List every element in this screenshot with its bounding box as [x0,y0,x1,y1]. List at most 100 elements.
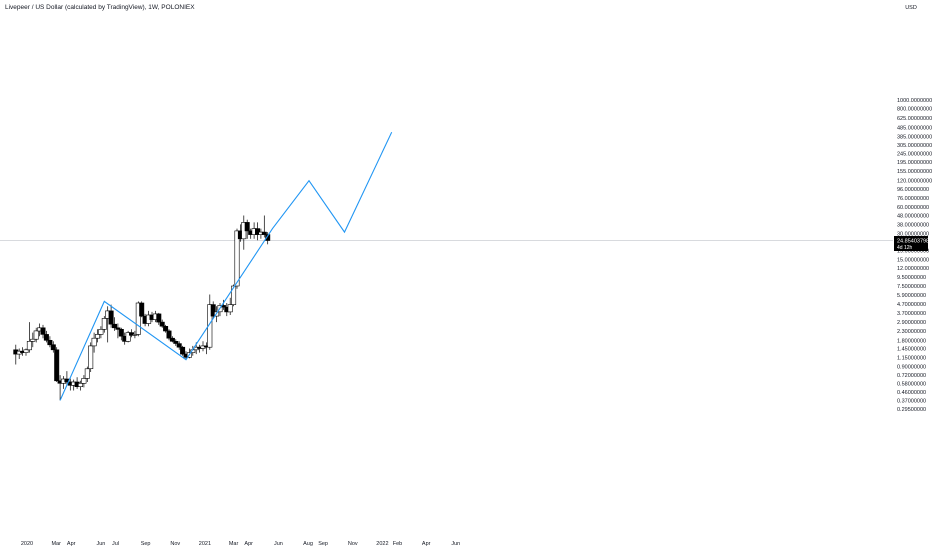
candle-body [139,302,145,317]
y-tick-label: 1.45000000 [897,347,926,353]
x-tick-label: Aug [303,541,313,547]
candle [265,232,271,245]
candle [169,336,175,343]
y-tick-label: 485.00000000 [897,126,932,132]
candle [227,297,233,315]
candle-body [129,332,135,336]
y-tick-label: 120.00000000 [897,179,932,185]
candle [60,376,66,389]
candle-body [125,332,131,342]
candle [40,324,46,339]
y-tick-label: 15.00000000 [897,258,929,264]
candle-body [88,345,94,369]
x-tick-label: Apr [67,541,76,547]
candle [166,329,172,341]
candle-body [163,325,169,332]
candle [163,324,169,333]
candle-body [173,340,179,344]
x-tick-label: Sep [318,541,328,547]
candle-body [132,334,138,336]
x-tick-label: Apr [422,541,431,547]
candle-body [43,334,49,341]
y-tick-label: 305.00000000 [897,143,932,149]
candle [78,380,84,391]
candle [50,341,56,353]
y-tick-label: 1.15000000 [897,355,926,361]
current-price-value: 24.85403798 [897,238,929,244]
candle [180,345,186,356]
x-tick-label: Sep [141,541,151,547]
y-tick-label: 12.00000000 [897,266,929,272]
candle-body [118,328,124,337]
y-tick-label: 245.00000000 [897,152,932,158]
candle [81,375,87,388]
x-tick-label: Jun [274,541,283,547]
x-tick-label: Nov [170,541,180,547]
candle-body [231,285,237,305]
candle-body [95,334,101,339]
candle [23,348,29,356]
candle [108,304,114,328]
candle [54,347,60,382]
candle [95,329,101,343]
candle-body [234,230,240,287]
bar-countdown: 4d 12h [897,245,913,251]
candle [33,327,39,343]
candle-body [26,340,32,351]
y-axis: USD 1000.00000000 800.00000000 625.0000000… [897,5,932,413]
candle [159,319,165,328]
candle [173,339,179,346]
candle-body [98,328,104,335]
candle [139,301,145,318]
chart-title: Livepeer / US Dollar (calculated by Trad… [5,4,195,11]
candle-body [91,337,97,347]
y-tick-label: 30.00000000 [897,231,929,237]
candle-body [265,234,271,241]
y-axis-currency-label: USD [905,5,917,11]
y-tick-label: 48.00000000 [897,214,929,220]
y-tick-label: 7.50000000 [897,284,926,290]
y-tick-label: 3.70000000 [897,311,926,317]
y-tick-label: 0.37000000 [897,398,926,404]
candle [101,316,107,333]
x-axis: 2020 Mar Apr Jun Jul Sep Nov 2021 Mar Apr Jun Aug Se… [21,541,460,547]
y-tick-label: 96.00000000 [897,187,929,193]
projection-drawing[interactable] [59,131,393,401]
x-tick-label: 2020 [21,541,33,547]
y-tick-label: 0.90000000 [897,365,926,371]
candle [26,322,32,353]
x-tick-label: Jun [451,541,460,547]
y-tick-label: 19.00000000 [897,249,929,255]
candle [112,317,118,331]
candle [91,332,97,353]
y-tick-label: 5.90000000 [897,293,926,299]
candle [255,222,261,241]
candle [30,332,36,348]
x-tick-label: Nov [348,541,358,547]
x-tick-label: Jun [96,541,105,547]
x-tick-label: 2021 [199,541,211,547]
candle-body [176,343,182,348]
candles [13,215,271,401]
current-price-badge: 24.85403798 4d 12h [894,236,929,251]
candle [156,312,162,325]
x-tick-label: Mar [229,541,239,547]
candle-body [261,231,267,235]
candle [43,330,49,343]
x-tick-label: Feb [393,541,402,547]
candle [135,301,141,337]
y-tick-label: 4.70000000 [897,302,926,308]
candle-body [101,318,107,330]
candle [47,336,53,348]
x-tick-label: Mar [51,541,61,547]
drawn-trend-line[interactable] [59,131,393,401]
y-tick-label: 155.00000000 [897,169,932,175]
candle-body [40,327,46,335]
candle-body [78,382,84,387]
y-tick-label: 9.50000000 [897,275,926,281]
candle [13,344,19,365]
y-tick-label: 2.90000000 [897,320,926,326]
candle-body [81,378,87,384]
candle-body [30,338,36,342]
